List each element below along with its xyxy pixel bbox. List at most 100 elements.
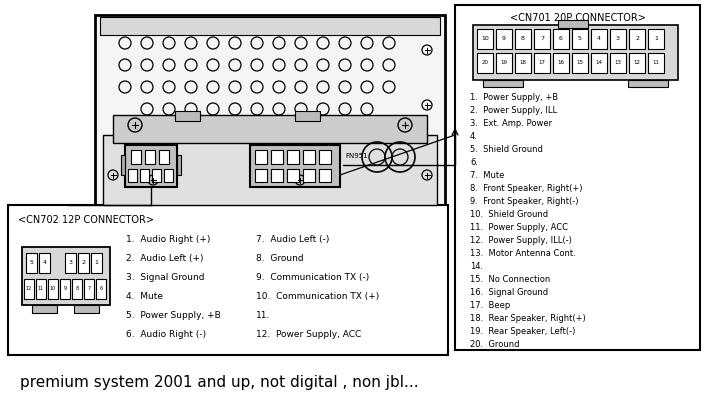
Bar xyxy=(95,15,445,210)
Bar xyxy=(553,53,569,73)
Bar xyxy=(91,253,102,273)
Text: 16.  Signal Ground: 16. Signal Ground xyxy=(470,288,548,297)
Bar xyxy=(591,29,607,49)
Text: 7.  Mute: 7. Mute xyxy=(470,171,504,180)
Text: 3: 3 xyxy=(68,261,73,265)
Bar xyxy=(648,29,664,49)
Text: 11.: 11. xyxy=(256,311,271,320)
Text: 5.  Power Supply, +B: 5. Power Supply, +B xyxy=(126,311,221,320)
Text: 8.  Ground: 8. Ground xyxy=(256,254,304,263)
Bar xyxy=(128,169,137,182)
Bar xyxy=(103,135,437,205)
Bar xyxy=(8,205,448,355)
Bar xyxy=(131,150,141,164)
Text: 2: 2 xyxy=(82,261,85,265)
Bar xyxy=(572,29,588,49)
Text: 19: 19 xyxy=(501,61,508,65)
Bar xyxy=(113,115,427,143)
Text: 2.  Power Supply, ILL: 2. Power Supply, ILL xyxy=(470,106,557,115)
Text: 4: 4 xyxy=(42,261,47,265)
Text: 11: 11 xyxy=(38,286,44,292)
Bar xyxy=(287,169,299,182)
Text: 9: 9 xyxy=(63,286,66,292)
Text: 9: 9 xyxy=(502,36,506,41)
Text: 12: 12 xyxy=(634,61,641,65)
Text: 10: 10 xyxy=(481,36,489,41)
Bar xyxy=(572,53,588,73)
Bar xyxy=(515,29,531,49)
Bar xyxy=(319,150,331,164)
Bar xyxy=(610,29,626,49)
Text: 11: 11 xyxy=(653,61,659,65)
Bar xyxy=(303,150,315,164)
Text: 17: 17 xyxy=(539,61,546,65)
Bar xyxy=(60,279,70,299)
Text: 7: 7 xyxy=(540,36,544,41)
Text: 10: 10 xyxy=(50,286,56,292)
Text: 2.  Audio Left (+): 2. Audio Left (+) xyxy=(126,254,204,263)
Text: 13: 13 xyxy=(615,61,622,65)
Text: 9.  Front Speaker, Right(-): 9. Front Speaker, Right(-) xyxy=(470,197,579,206)
Bar xyxy=(303,169,315,182)
Bar xyxy=(152,169,161,182)
Text: 11.  Power Supply, ACC: 11. Power Supply, ACC xyxy=(470,223,568,232)
Bar xyxy=(164,169,173,182)
Text: 3: 3 xyxy=(616,36,620,41)
Text: 15.  No Connection: 15. No Connection xyxy=(470,275,550,284)
Text: premium system 2001 and up, not digital , non jbl...: premium system 2001 and up, not digital … xyxy=(20,375,419,390)
Text: 19.  Rear Speaker, Left(-): 19. Rear Speaker, Left(-) xyxy=(470,327,575,336)
Text: 16: 16 xyxy=(558,61,565,65)
Text: 6: 6 xyxy=(99,286,102,292)
Text: 9.  Communication TX (-): 9. Communication TX (-) xyxy=(256,273,369,282)
Text: 6.  Audio Right (-): 6. Audio Right (-) xyxy=(126,330,206,339)
Bar xyxy=(22,247,110,305)
Text: 8.  Front Speaker, Right(+): 8. Front Speaker, Right(+) xyxy=(470,184,582,193)
Text: 10.  Communication TX (+): 10. Communication TX (+) xyxy=(256,292,379,301)
Text: 14.: 14. xyxy=(470,262,483,271)
Text: FN951: FN951 xyxy=(345,153,367,159)
Bar xyxy=(496,29,512,49)
Bar xyxy=(175,111,200,121)
Bar xyxy=(271,150,283,164)
Bar xyxy=(553,29,569,49)
Bar xyxy=(473,25,678,80)
Text: 18: 18 xyxy=(520,61,527,65)
Text: 3.  Ext. Amp. Power: 3. Ext. Amp. Power xyxy=(470,119,552,128)
Bar xyxy=(74,305,99,313)
Bar xyxy=(455,5,700,350)
Text: 5: 5 xyxy=(30,261,33,265)
Bar xyxy=(125,145,177,187)
Bar xyxy=(84,279,94,299)
Text: 10.  Shield Ground: 10. Shield Ground xyxy=(470,210,548,219)
Text: 6.: 6. xyxy=(470,158,478,167)
Text: 4.  Mute: 4. Mute xyxy=(126,292,163,301)
Bar xyxy=(319,169,331,182)
Text: 3.  Signal Ground: 3. Signal Ground xyxy=(126,273,204,282)
Bar xyxy=(100,17,440,35)
Bar xyxy=(629,29,645,49)
Text: 1: 1 xyxy=(94,261,99,265)
Text: 7.  Audio Left (-): 7. Audio Left (-) xyxy=(256,235,329,244)
Text: 8: 8 xyxy=(75,286,78,292)
Bar xyxy=(121,155,125,175)
Bar xyxy=(24,279,34,299)
Text: 13.  Motor Antenna Cont.: 13. Motor Antenna Cont. xyxy=(470,249,576,258)
Text: 8: 8 xyxy=(521,36,525,41)
Bar xyxy=(26,253,37,273)
Text: 18.  Rear Speaker, Right(+): 18. Rear Speaker, Right(+) xyxy=(470,314,586,323)
Text: 4: 4 xyxy=(597,36,601,41)
Bar xyxy=(496,53,512,73)
Bar xyxy=(558,20,588,28)
Text: 14: 14 xyxy=(596,61,603,65)
Bar xyxy=(483,80,523,87)
Text: 5: 5 xyxy=(578,36,582,41)
Text: 4.: 4. xyxy=(470,132,478,141)
Text: 6: 6 xyxy=(559,36,563,41)
Text: 7: 7 xyxy=(87,286,90,292)
Bar xyxy=(255,169,267,182)
Text: 15: 15 xyxy=(577,61,584,65)
Bar xyxy=(96,279,106,299)
Bar xyxy=(295,111,320,121)
Text: <CN702 12P CONNECTOR>: <CN702 12P CONNECTOR> xyxy=(18,215,154,225)
Bar xyxy=(145,150,155,164)
